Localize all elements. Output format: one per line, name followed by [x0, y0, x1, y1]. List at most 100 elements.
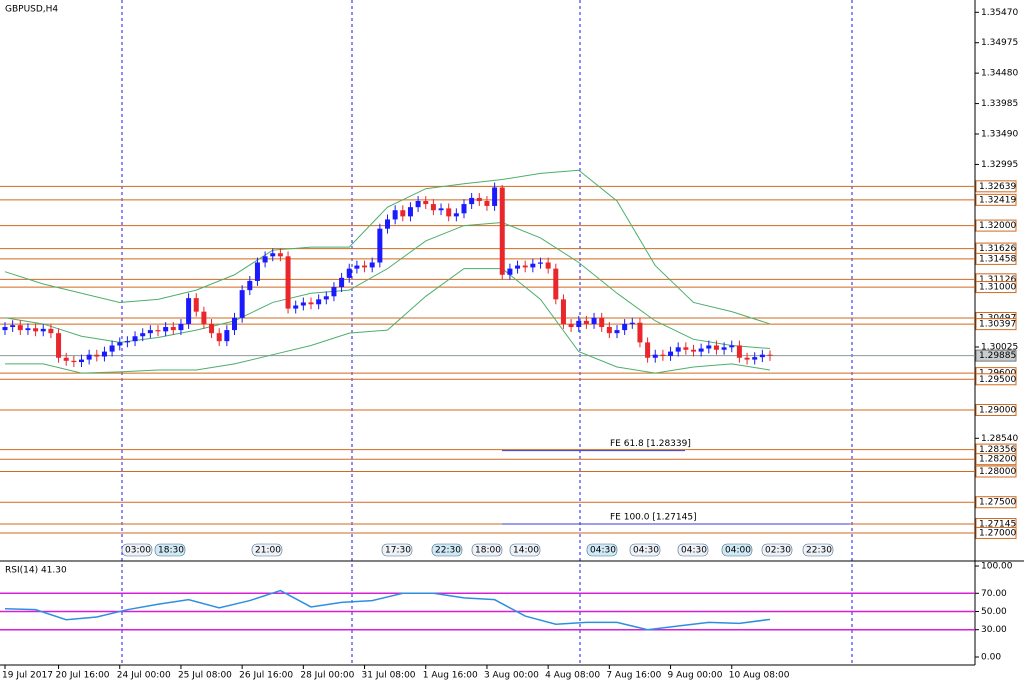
candle-body — [759, 354, 765, 358]
level-label: 1.27145 — [979, 520, 1016, 530]
candle-body — [400, 210, 406, 217]
level-label-box — [975, 193, 1017, 206]
x-tick-label: 4 Aug 08:00 — [545, 671, 600, 681]
event-box — [154, 543, 186, 557]
candle-body — [377, 228, 383, 263]
candle-body — [606, 327, 612, 334]
candle-body — [652, 354, 658, 358]
candle-body — [247, 280, 253, 291]
candle-body — [752, 357, 758, 360]
candle-body — [117, 342, 123, 346]
candle-body — [446, 208, 452, 217]
x-tick-label: 7 Aug 16:00 — [606, 671, 661, 681]
candle-body — [277, 253, 283, 257]
level-label-box — [975, 496, 1017, 509]
event-box — [381, 543, 413, 557]
candle-body — [354, 265, 360, 269]
level-label-box — [975, 252, 1017, 265]
candle-body — [744, 357, 750, 360]
candle-body — [193, 298, 199, 312]
event-label: 17:30 — [385, 546, 411, 556]
candle-body — [392, 210, 398, 220]
candle-body — [147, 330, 153, 334]
event-box — [802, 543, 834, 557]
x-tick-label: 28 Jul 00:00 — [300, 671, 354, 681]
candle-body — [132, 336, 138, 342]
current-price-label: 1.29885 — [979, 351, 1016, 361]
candle-body — [729, 345, 735, 348]
level-label-box — [975, 180, 1017, 193]
event-label: 04:30 — [633, 546, 659, 556]
level-label-box — [975, 526, 1017, 539]
y-tick-label: 1.28540 — [981, 434, 1018, 444]
candle-body — [415, 201, 421, 208]
event-label: 04:30 — [681, 546, 707, 556]
level-label: 1.31458 — [979, 254, 1016, 264]
candle-body — [346, 268, 352, 278]
event-box — [431, 543, 463, 557]
event-box — [509, 543, 541, 557]
candle-body — [469, 197, 475, 205]
bollinger-lower — [5, 268, 771, 374]
candle-body — [239, 290, 245, 318]
candle-body — [706, 345, 712, 349]
candle-body — [48, 328, 54, 334]
level-label: 1.28356 — [979, 445, 1016, 455]
candle-body — [362, 265, 368, 268]
level-label: 1.29500 — [979, 375, 1016, 385]
candle-body — [201, 311, 207, 324]
event-label: 22:30 — [806, 546, 832, 556]
candle-body — [767, 354, 773, 356]
y-tick-label: 1.33490 — [981, 130, 1018, 140]
y-tick-label: 1.33985 — [981, 99, 1018, 109]
candle-body — [339, 277, 345, 288]
candle-body — [33, 328, 39, 332]
candle-body — [224, 330, 230, 342]
y-tick-label: 1.34480 — [981, 69, 1018, 79]
candle-body — [300, 302, 306, 306]
candle-body — [254, 262, 260, 281]
candle-body — [530, 263, 536, 268]
current-price-box — [975, 349, 1017, 362]
candle-body — [507, 268, 513, 275]
event-box — [121, 543, 153, 557]
candle-body — [560, 299, 566, 324]
x-tick-label: 25 Jul 08:00 — [178, 671, 232, 681]
level-label: 1.29000 — [979, 406, 1016, 416]
level-label-box — [975, 373, 1017, 386]
event-box — [629, 543, 661, 557]
candle-body — [614, 330, 620, 334]
level-label: 1.31000 — [979, 283, 1016, 293]
event-box — [721, 543, 753, 557]
fe-label: FE 100.0 [1.27145] — [610, 513, 697, 523]
level-label: 1.31626 — [979, 244, 1016, 254]
candle-body — [538, 262, 543, 264]
level-label: 1.30397 — [979, 320, 1016, 330]
candle-body — [453, 213, 459, 217]
candle-body — [637, 322, 643, 343]
candle-body — [232, 317, 237, 331]
candle-body — [675, 347, 681, 352]
candle-body — [316, 299, 322, 305]
level-label-box — [975, 465, 1017, 478]
candle-body — [163, 327, 169, 332]
event-label: 14:00 — [513, 546, 539, 556]
y-tick-label: 1.34975 — [981, 38, 1018, 48]
candle-body — [499, 187, 505, 275]
event-label: 18:30 — [158, 546, 184, 556]
event-box — [471, 543, 503, 557]
candle-body — [691, 349, 696, 352]
chart-title: GBPUSD,H4 — [5, 5, 58, 15]
level-label: 1.32639 — [979, 182, 1016, 192]
candle-body — [591, 317, 597, 324]
candle-body — [10, 325, 16, 328]
level-label: 1.27500 — [979, 498, 1016, 508]
level-label: 1.27000 — [979, 528, 1016, 538]
candle-body — [56, 333, 62, 358]
y-tick-label: 1.30025 — [981, 343, 1018, 353]
level-label-box — [975, 318, 1017, 331]
y-tick-label: 70.00 — [981, 589, 1007, 599]
event-label: 04:00 — [725, 546, 751, 556]
candle-body — [186, 298, 192, 324]
candle-body — [170, 327, 176, 331]
